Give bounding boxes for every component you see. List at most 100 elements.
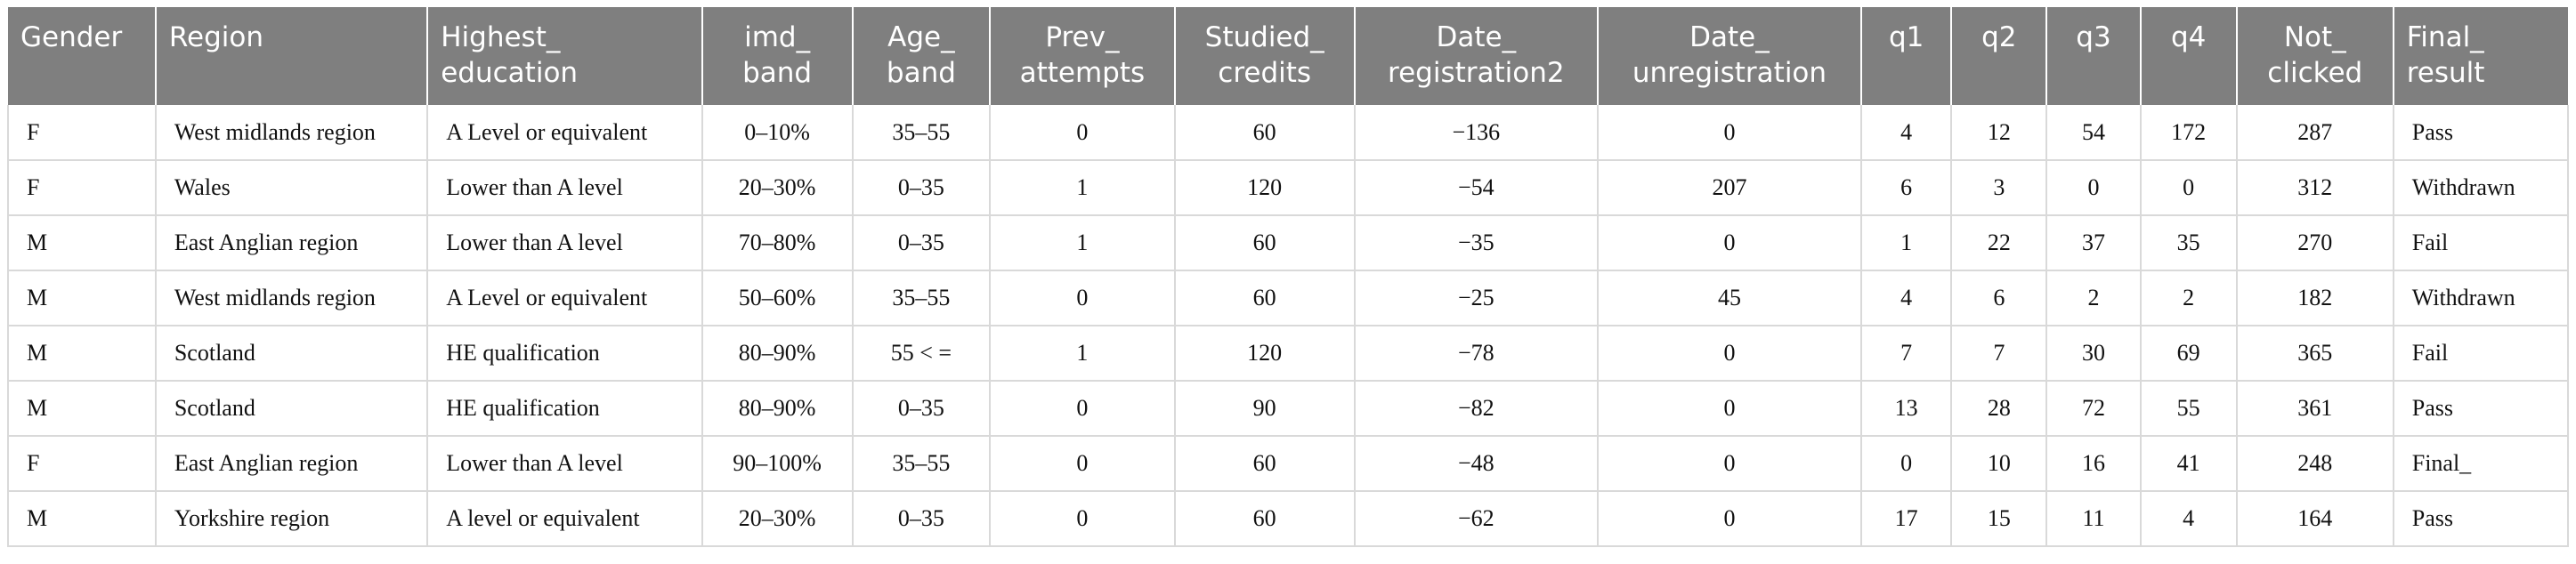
cell-q4: 55 [2140, 381, 2238, 437]
cell-region: Scotland [155, 326, 429, 382]
cell-prev-attempts: 0 [990, 381, 1176, 437]
cell-q3: 72 [2046, 381, 2142, 437]
cell-region: East Anglian region [155, 215, 429, 271]
cell-date-registration: −35 [1354, 215, 1599, 271]
cell-q1: 1 [1861, 215, 1953, 271]
cell-q4: 2 [2140, 270, 2238, 326]
cell-highest-education: Lower than A level [427, 436, 703, 492]
cell-highest-education: HE qualification [427, 381, 703, 437]
column-header-date-registration: Date_ registration2 [1354, 7, 1599, 105]
cell-not-clicked: 365 [2236, 326, 2394, 382]
cell-gender: F [7, 436, 157, 492]
cell-q3: 11 [2046, 491, 2142, 547]
cell-not-clicked: 287 [2236, 105, 2394, 161]
cell-q1: 13 [1861, 381, 1953, 437]
cell-prev-attempts: 0 [990, 270, 1176, 326]
cell-date-unregistration: 0 [1597, 436, 1863, 492]
cell-not-clicked: 361 [2236, 381, 2394, 437]
cell-gender: M [7, 270, 157, 326]
cell-studied-credits: 60 [1174, 270, 1356, 326]
cell-prev-attempts: 1 [990, 215, 1176, 271]
cell-final-result: Withdrawn [2393, 160, 2570, 216]
cell-gender: F [7, 160, 157, 216]
cell-not-clicked: 248 [2236, 436, 2394, 492]
cell-q2: 28 [1951, 381, 2048, 437]
cell-studied-credits: 120 [1174, 326, 1356, 382]
cell-date-unregistration: 0 [1597, 215, 1863, 271]
cell-q1: 4 [1861, 270, 1953, 326]
cell-date-unregistration: 0 [1597, 491, 1863, 547]
column-header-highest-education: Highest_ education [427, 7, 703, 105]
table-body: F West midlands region A Level or equivale… [7, 105, 2570, 547]
cell-studied-credits: 60 [1174, 215, 1356, 271]
cell-prev-attempts: 0 [990, 436, 1176, 492]
cell-age-band: 0–35 [852, 381, 992, 437]
cell-imd-band: 50–60% [701, 270, 854, 326]
cell-date-registration: −25 [1354, 270, 1599, 326]
cell-imd-band: 80–90% [701, 381, 854, 437]
cell-region: Scotland [155, 381, 429, 437]
column-header-imd-band: imd_ band [701, 7, 854, 105]
cell-region: Wales [155, 160, 429, 216]
cell-prev-attempts: 0 [990, 491, 1176, 547]
cell-date-unregistration: 0 [1597, 326, 1863, 382]
cell-highest-education: A Level or equivalent [427, 270, 703, 326]
cell-not-clicked: 312 [2236, 160, 2394, 216]
cell-not-clicked: 164 [2236, 491, 2394, 547]
cell-final-result: Pass [2393, 381, 2570, 437]
cell-region: West midlands region [155, 270, 429, 326]
cell-gender: M [7, 215, 157, 271]
cell-studied-credits: 60 [1174, 491, 1356, 547]
cell-date-registration: −78 [1354, 326, 1599, 382]
column-header-age-band: Age_ band [852, 7, 992, 105]
cell-final-result: Pass [2393, 491, 2570, 547]
cell-not-clicked: 270 [2236, 215, 2394, 271]
cell-q2: 10 [1951, 436, 2048, 492]
cell-highest-education: A Level or equivalent [427, 105, 703, 161]
cell-q4: 69 [2140, 326, 2238, 382]
data-table-container: Gender Region Highest_ education imd_ ba… [7, 7, 2570, 547]
column-header-final-result: Final_ result [2393, 7, 2568, 105]
cell-q4: 4 [2140, 491, 2238, 547]
cell-date-registration: −54 [1354, 160, 1599, 216]
cell-highest-education: HE qualification [427, 326, 703, 382]
cell-studied-credits: 90 [1174, 381, 1356, 437]
column-header-q2: q2 [1951, 7, 2048, 105]
cell-imd-band: 70–80% [701, 215, 854, 271]
cell-region: West midlands region [155, 105, 429, 161]
cell-final-result: Withdrawn [2393, 270, 2570, 326]
cell-region: East Anglian region [155, 436, 429, 492]
cell-q3: 54 [2046, 105, 2142, 161]
data-table: Gender Region Highest_ education imd_ ba… [7, 7, 2570, 547]
cell-date-registration: −136 [1354, 105, 1599, 161]
cell-q3: 30 [2046, 326, 2142, 382]
cell-imd-band: 80–90% [701, 326, 854, 382]
cell-q4: 35 [2140, 215, 2238, 271]
table-row: M East Anglian region Lower than A level 70… [7, 215, 2570, 271]
cell-final-result: Fail [2393, 326, 2570, 382]
column-header-q1: q1 [1861, 7, 1953, 105]
cell-studied-credits: 120 [1174, 160, 1356, 216]
cell-date-unregistration: 45 [1597, 270, 1863, 326]
cell-age-band: 55 < = [852, 326, 992, 382]
table-row: F East Anglian region Lower than A level 90… [7, 436, 2570, 492]
cell-q1: 17 [1861, 491, 1953, 547]
table-row: F Wales Lower than A level 20–30% 0–35 1 120 −5… [7, 160, 2570, 216]
cell-imd-band: 90–100% [701, 436, 854, 492]
column-header-gender: Gender [8, 7, 157, 105]
cell-q4: 41 [2140, 436, 2238, 492]
cell-q2: 15 [1951, 491, 2048, 547]
cell-date-registration: −48 [1354, 436, 1599, 492]
cell-date-registration: −82 [1354, 381, 1599, 437]
cell-studied-credits: 60 [1174, 436, 1356, 492]
column-header-region: Region [155, 7, 429, 105]
cell-q2: 3 [1951, 160, 2048, 216]
table-row: M Yorkshire region A level or equivalent 20… [7, 491, 2570, 547]
cell-gender: M [7, 326, 157, 382]
cell-age-band: 35–55 [852, 270, 992, 326]
cell-q1: 7 [1861, 326, 1953, 382]
cell-date-registration: −62 [1354, 491, 1599, 547]
cell-imd-band: 20–30% [701, 491, 854, 547]
cell-not-clicked: 182 [2236, 270, 2394, 326]
cell-q4: 172 [2140, 105, 2238, 161]
